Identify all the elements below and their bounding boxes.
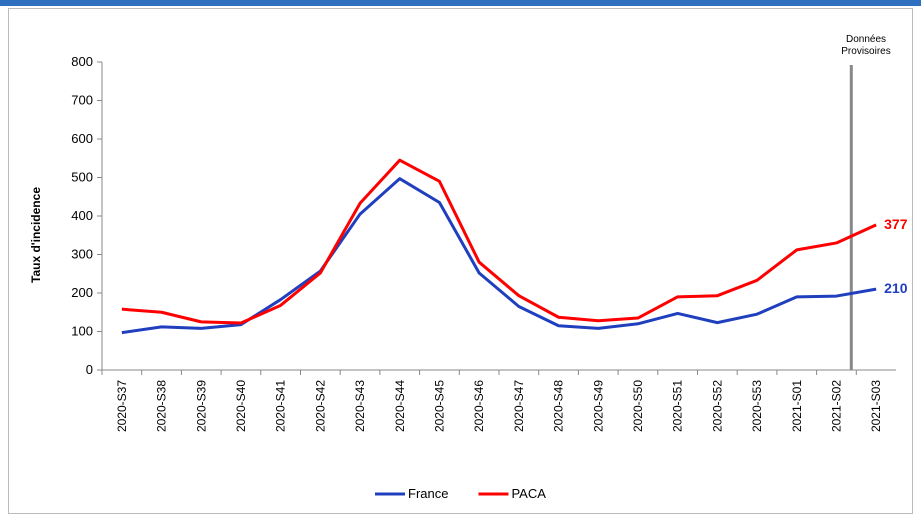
annotation: Données <box>846 34 886 45</box>
annotation: Provisoires <box>841 46 890 57</box>
y-tick-label: 100 <box>71 324 93 339</box>
series-line <box>121 158 877 325</box>
y-tick-label: 400 <box>71 208 93 223</box>
x-tick-label: 2021-S01 <box>790 380 804 432</box>
x-tick-label: 2021-S02 <box>829 380 843 432</box>
x-tick-label: 2020-S49 <box>591 380 605 432</box>
x-tick-label: 2020-S37 <box>115 380 129 432</box>
x-tick-label: 2020-S45 <box>432 380 446 432</box>
legend-label: France <box>408 486 448 501</box>
y-tick-label: 200 <box>71 285 93 300</box>
x-tick-label: 2020-S52 <box>710 380 724 432</box>
y-tick-label: 0 <box>86 362 93 377</box>
frame <box>8 8 913 514</box>
y-tick-label: 500 <box>71 170 93 185</box>
y-tick-label: 700 <box>71 93 93 108</box>
x-tick-label: 2020-S53 <box>750 380 764 432</box>
y-axis-label: Taux d'incidence <box>29 187 43 283</box>
x-tick-label: 2020-S38 <box>155 380 169 432</box>
y-tick-label: 600 <box>71 131 93 146</box>
y-tick-label: 800 <box>71 54 93 69</box>
x-tick-label: 2020-S42 <box>313 380 327 432</box>
series-line <box>121 177 877 335</box>
x-tick-label: 2020-S48 <box>552 380 566 432</box>
y-tick-label: 300 <box>71 247 93 262</box>
data-label: 377 <box>884 216 908 232</box>
x-tick-label: 2020-S44 <box>393 380 407 432</box>
x-tick-label: 2020-S51 <box>671 380 685 432</box>
x-tick-label: 2020-S47 <box>512 380 526 432</box>
x-tick-label: 2020-S50 <box>631 380 645 432</box>
x-tick-label: 2020-S39 <box>194 380 208 432</box>
x-tick-label: 2020-S43 <box>353 380 367 432</box>
data-label: 210 <box>884 280 908 296</box>
x-tick-label: 2021-S03 <box>869 380 883 432</box>
legend-label: PACA <box>511 486 546 501</box>
x-tick-label: 2020-S41 <box>274 380 288 432</box>
x-tick-label: 2020-S46 <box>472 380 486 432</box>
top-strip <box>0 0 921 6</box>
x-tick-label: 2020-S40 <box>234 380 248 432</box>
